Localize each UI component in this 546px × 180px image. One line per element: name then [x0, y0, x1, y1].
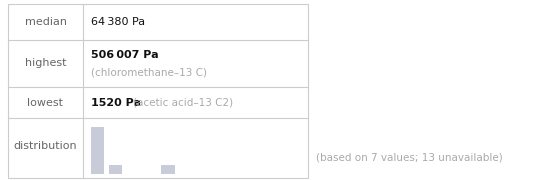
Text: (chloromethane–13 C): (chloromethane–13 C)	[91, 68, 207, 78]
Text: 64 380 Pa: 64 380 Pa	[91, 17, 145, 27]
Bar	[91, 127, 104, 174]
Bar	[8, 4, 308, 178]
Text: 506 007 Pa: 506 007 Pa	[91, 50, 159, 60]
Text: 1520 Pa: 1520 Pa	[91, 98, 141, 107]
Text: lowest: lowest	[27, 98, 63, 107]
Text: (based on 7 values; 13 unavailable): (based on 7 values; 13 unavailable)	[316, 153, 503, 163]
Bar	[109, 165, 122, 174]
Text: (acetic acid–13 C2): (acetic acid–13 C2)	[133, 98, 233, 107]
Bar	[162, 165, 175, 174]
Text: highest: highest	[25, 58, 66, 69]
Text: median: median	[25, 17, 67, 27]
Text: distribution: distribution	[14, 141, 78, 151]
